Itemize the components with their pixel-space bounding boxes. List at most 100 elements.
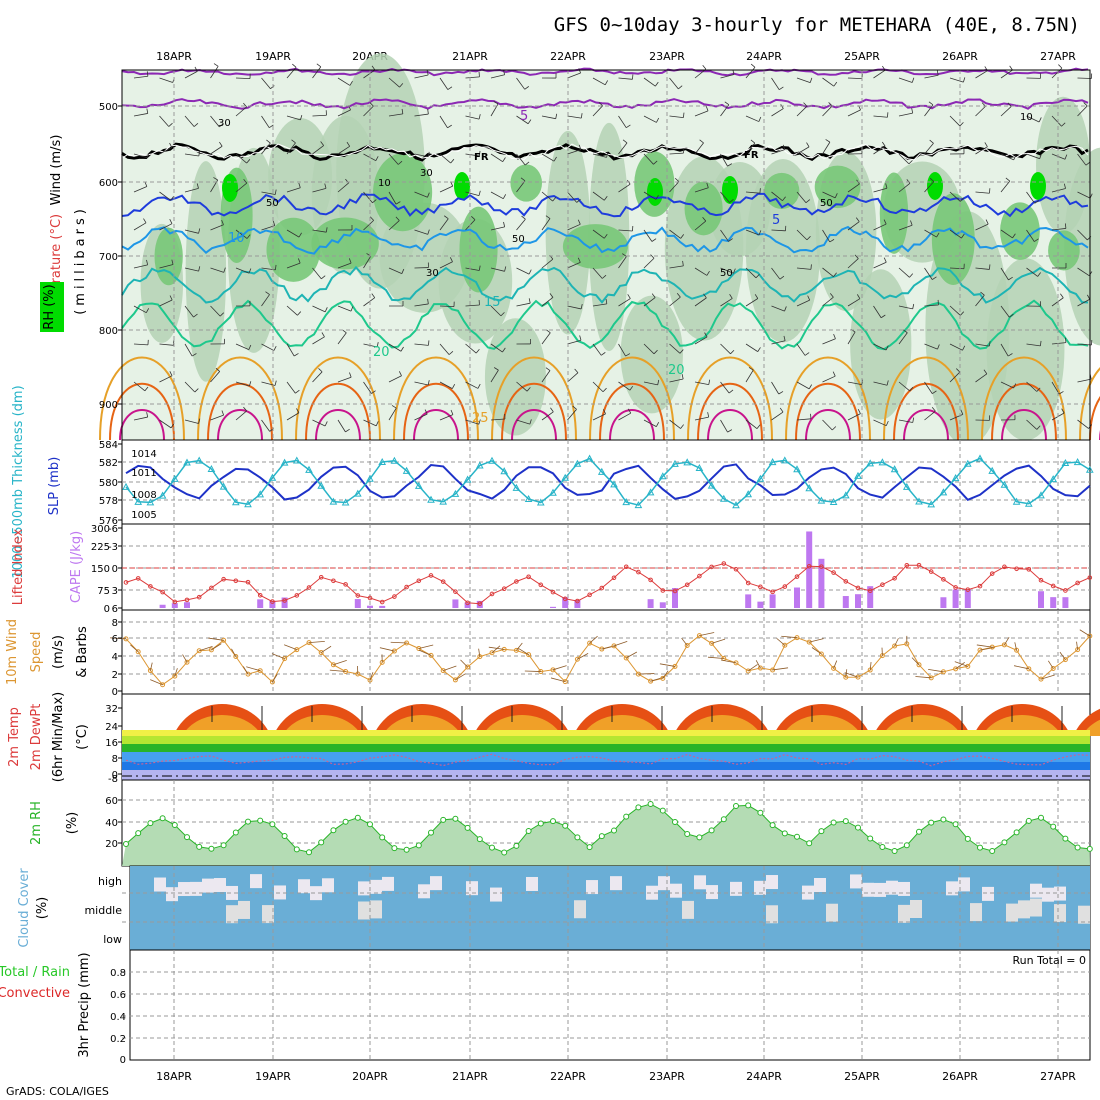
wind-surface-barb [1079,629,1091,637]
wind-barb [618,229,633,232]
wind-barb [643,153,654,165]
wind-barb [1077,229,1088,241]
wind-barb-flag [350,306,354,312]
wind-barb [1077,267,1090,277]
wind-surface-barb [1076,641,1078,650]
pressure-axis-ticks: 500 600 700 800 900 [99,102,122,411]
thickness-marker [780,456,789,464]
wind-barb [694,220,707,231]
wind-barb [618,115,627,128]
li-marker [599,585,605,591]
li-marker [233,578,239,584]
wind-speed-marker [550,667,556,673]
wind-barb-flag [854,254,859,259]
wind-barb [643,191,657,200]
thickness-marker [634,501,643,509]
wind-barb [643,115,657,123]
cape-tick: 75 [97,586,110,597]
cloud-level-middle: middle [84,904,122,917]
wind-barb-flag [832,371,836,377]
wind-barb [465,267,480,271]
wind-barb [312,371,323,383]
wind-barb-flag [885,420,889,426]
wind-surface-barb [955,661,965,670]
wind-barb [720,419,728,433]
wind-barb-flag [549,293,554,298]
wind-surface-barb [333,659,347,666]
wind-barb [490,305,502,317]
contour-surface-arch [315,409,361,441]
thickness-marker [414,481,423,489]
thickness-marker [353,489,362,497]
thickness-marker [280,458,289,466]
contour-surface-arch [491,356,577,441]
cloud-gap-mid [1078,905,1090,924]
wind-barb-flag [345,428,350,433]
li-marker [526,574,531,580]
wind-barb [1000,267,1009,281]
wind-barb [618,77,633,80]
wind-barb-flag [683,112,685,118]
wind-barb [873,223,887,231]
wind-barb-flag [962,345,966,351]
li-marker [221,576,226,582]
top-date-label: 22APR [550,50,586,63]
contour-surface-arch [599,382,665,441]
wind-barb-flag [292,63,297,68]
wind-barb-flag [903,329,908,334]
wind-barb-flag [196,183,199,189]
wind-barb [235,410,247,421]
wind-surface-barb [150,679,163,686]
wind-barb-flag [524,161,530,166]
wind-barb-flag [1034,200,1040,204]
thickness-label: 1000~500mb Thickness (dm) [11,385,26,578]
li-marker [941,577,946,582]
thickness-marker [463,475,472,483]
rh-marker [1025,817,1032,824]
thickness-marker [695,463,704,472]
wind-barb-flag [699,139,704,144]
rh-fill-dark [459,206,498,293]
li-marker [184,597,190,603]
wind-barb [363,220,374,231]
wind-barb-flag [984,142,988,147]
contour-15c [121,265,1089,304]
wind-barb-flag [885,345,889,351]
rh-marker [635,804,642,811]
wind-barb [388,220,400,231]
wind-barb-flag [213,177,218,181]
temp-series [122,753,1090,777]
thickness-marker [244,500,252,508]
wind-surface-barb [976,644,993,648]
wind-barb-flag [478,265,481,271]
wind-barb-flag [391,405,397,409]
cloud-gap-mid [574,900,586,919]
rh-marker [977,844,983,851]
tick-label: 500 [99,102,118,113]
wind-barb [720,381,730,394]
wind-barb [924,410,936,421]
cloud-gap-high [490,887,502,902]
wind-surface-barb [577,652,589,660]
wind-barb-flag [503,221,506,227]
wind-barb-flag [703,293,707,299]
wind-barb [159,147,173,155]
wind-barb [567,305,582,310]
rh-label-b: (%) [65,812,80,835]
wind-barb-flag [989,264,991,270]
thickness-marker [390,456,399,464]
wind-barb [541,191,553,202]
wind-barb [516,180,526,193]
wind-barb-flag [883,257,887,263]
li-marker [477,601,483,606]
wind-barb [465,115,480,120]
tick-label: 582 [99,458,118,469]
wind-barb-flag [376,342,379,348]
wind-speed-marker [172,673,178,679]
wind-barb [363,381,372,394]
wind-barb [184,305,194,318]
wind-barb [312,267,322,280]
wind-barb-flag [579,335,582,341]
wind-barb [592,303,607,307]
